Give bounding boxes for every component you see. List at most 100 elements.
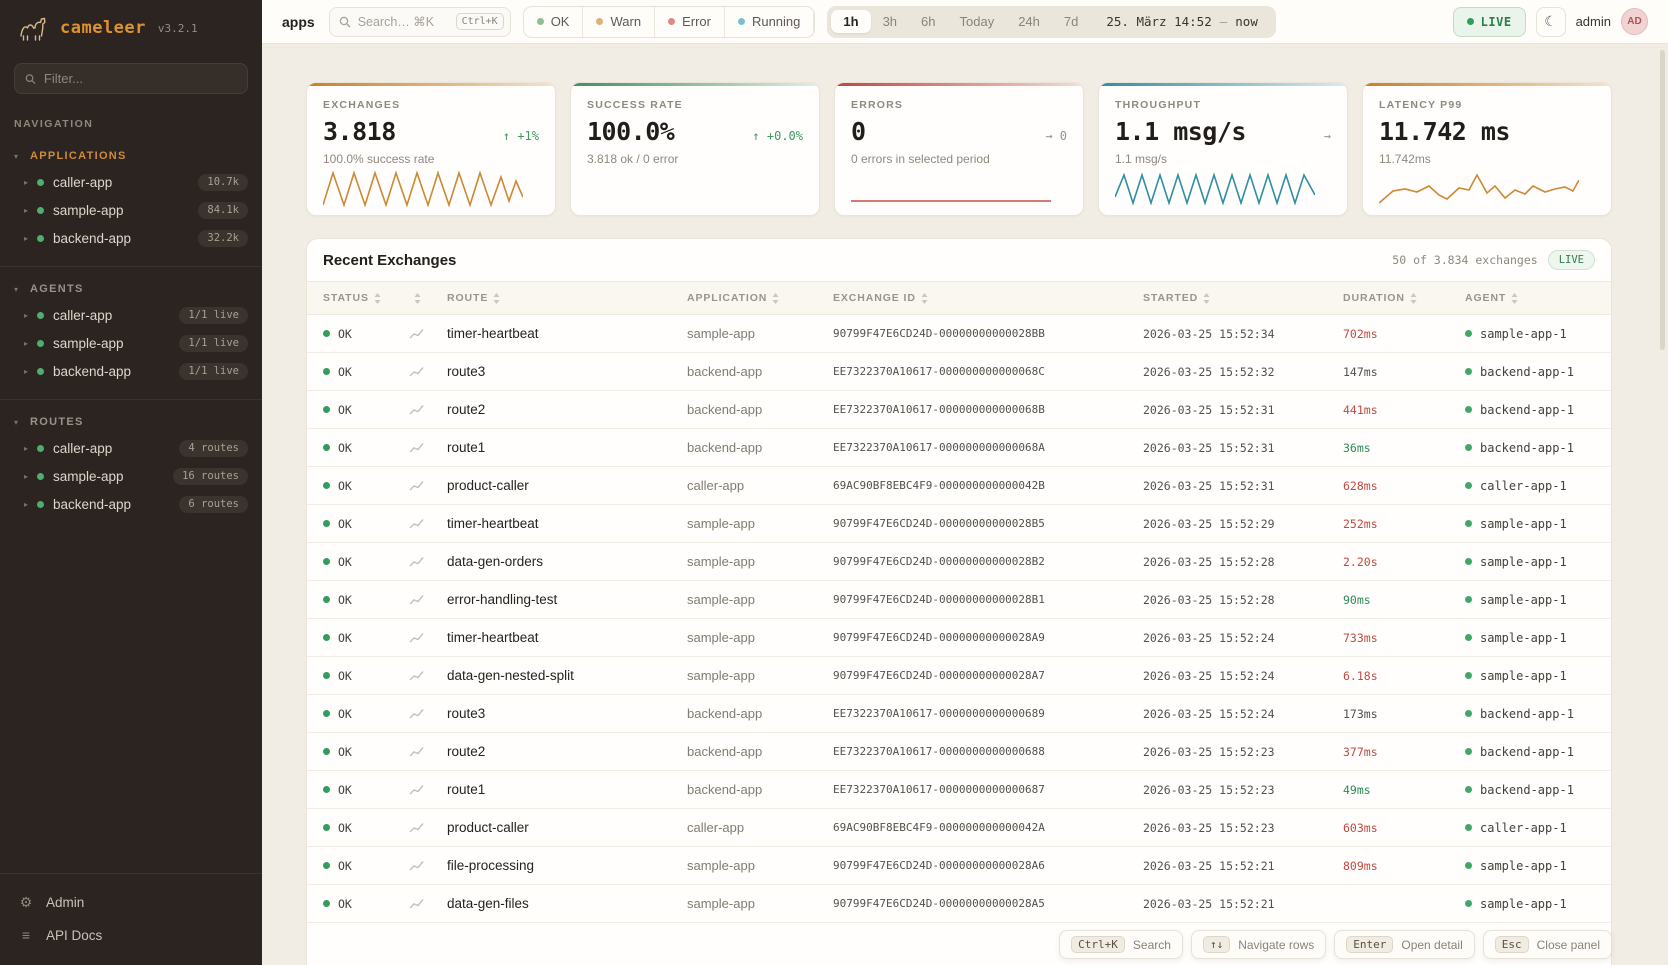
search-box[interactable]: Search… ⌘K Ctrl+K <box>328 6 511 37</box>
stat-card[interactable]: ERRORS 0 → 0 0 errors in selected period <box>834 82 1084 216</box>
nav-group-agents: ▾ AGENTS ▸ caller-app 1/1 live ▸ sample-… <box>0 267 262 385</box>
status-cell: OK <box>323 859 409 873</box>
status-filter-toggle[interactable]: Running <box>725 6 815 37</box>
table-row[interactable]: OK error-handling-test sample-app 90799F… <box>307 581 1611 619</box>
time-range-button[interactable]: 24h <box>1018 14 1040 29</box>
status-label: OK <box>338 896 352 911</box>
stat-card-label: THROUGHPUT <box>1115 99 1202 111</box>
table-row[interactable]: OK data-gen-nested-split sample-app 9079… <box>307 657 1611 695</box>
live-toggle-button[interactable]: LIVE <box>1452 6 1526 37</box>
chevron-right-icon[interactable]: ▸ <box>24 310 29 320</box>
started-cell: 2026-03-25 15:52:31 <box>1143 440 1275 455</box>
started-cell: 2026-03-25 15:52:21 <box>1143 896 1275 911</box>
table-row[interactable]: OK route1 backend-app EE7322370A10617-00… <box>307 771 1611 809</box>
stat-card-label: ERRORS <box>851 99 904 111</box>
time-to: now <box>1235 14 1258 29</box>
table-row[interactable]: OK data-gen-orders sample-app 90799F47E6… <box>307 543 1611 581</box>
route-cell: timer-heartbeat <box>447 516 539 531</box>
chevron-down-icon: ▾ <box>14 417 19 427</box>
stat-card[interactable]: EXCHANGES 3.818 ↑ +1% 100.0% success rat… <box>306 82 556 216</box>
column-header[interactable]: ROUTE <box>447 292 687 304</box>
chevron-right-icon[interactable]: ▸ <box>24 366 29 376</box>
table-row[interactable]: OK product-caller caller-app 69AC90BF8EB… <box>307 467 1611 505</box>
sidebar-item-badge: 1/1 live <box>179 334 248 352</box>
table-row[interactable]: OK route3 backend-app EE7322370A10617-00… <box>307 695 1611 733</box>
chevron-right-icon[interactable]: ▸ <box>24 443 29 453</box>
time-range-button[interactable]: 6h <box>921 14 936 29</box>
sidebar-item-agent[interactable]: ▸ caller-app 1/1 live <box>0 301 262 329</box>
time-range-button[interactable]: 3h <box>882 14 898 29</box>
section-header-routes[interactable]: ▾ ROUTES <box>0 412 262 434</box>
agent-cell: sample-app-1 <box>1465 555 1595 569</box>
sidebar-item-route-group[interactable]: ▸ sample-app 16 routes <box>0 462 262 490</box>
time-range-button[interactable]: 7d <box>1063 14 1079 29</box>
stat-card[interactable]: LATENCY P99 11.742 ms 11.742ms <box>1362 82 1612 216</box>
status-filter-toggle[interactable]: Warn <box>583 6 656 37</box>
app-title: cameleer <box>60 18 146 38</box>
agent-label: caller-app-1 <box>1480 478 1567 493</box>
agent-label: backend-app-1 <box>1480 744 1574 759</box>
sidebar-filter[interactable] <box>14 63 248 94</box>
application-cell: sample-app <box>687 630 755 645</box>
sidebar-item-route-group[interactable]: ▸ backend-app 6 routes <box>0 490 262 518</box>
sidebar-item-route-group[interactable]: ▸ caller-app 4 routes <box>0 434 262 462</box>
status-filter-toggle[interactable]: Error <box>655 6 725 37</box>
sidebar-item-application[interactable]: ▸ caller-app 10.7k <box>0 168 262 196</box>
sidebar-filter-input[interactable] <box>43 71 237 86</box>
status-label: OK <box>338 402 352 417</box>
sidebar-item-agent[interactable]: ▸ sample-app 1/1 live <box>0 329 262 357</box>
column-header[interactable]: APPLICATION <box>687 292 833 304</box>
table-row[interactable]: OK file-processing sample-app 90799F47E6… <box>307 847 1611 885</box>
column-header[interactable]: EXCHANGE ID <box>833 292 1143 304</box>
sidebar-item-application[interactable]: ▸ backend-app 32.2k <box>0 224 262 252</box>
agent-cell: backend-app-1 <box>1465 707 1595 721</box>
sidebar-item-agent[interactable]: ▸ backend-app 1/1 live <box>0 357 262 385</box>
column-header[interactable]: STATUS <box>323 292 409 304</box>
status-dot-icon <box>536 18 544 25</box>
sidebar-footer: ⚙ Admin ≡ API Docs <box>0 873 262 965</box>
trend-icon <box>409 328 447 339</box>
table-row[interactable]: OK timer-heartbeat sample-app 90799F47E6… <box>307 505 1611 543</box>
table-row[interactable]: OK route1 backend-app EE7322370A10617-00… <box>307 429 1611 467</box>
sidebar-item-badge: 1/1 live <box>179 362 248 380</box>
application-cell: sample-app <box>687 516 755 531</box>
recent-exchanges-panel: Recent Exchanges 50 of 3.834 exchanges L… <box>306 238 1612 965</box>
chevron-right-icon[interactable]: ▸ <box>24 499 29 509</box>
sidebar-footer-item[interactable]: ⚙ Admin <box>0 886 262 919</box>
chevron-right-icon[interactable]: ▸ <box>24 338 29 348</box>
table-row[interactable]: OK timer-heartbeat sample-app 90799F47E6… <box>307 315 1611 353</box>
stat-card[interactable]: THROUGHPUT 1.1 msg/s → 1.1 msg/s <box>1098 82 1348 216</box>
column-header[interactable]: STARTED <box>1143 292 1343 304</box>
column-header[interactable] <box>409 292 447 304</box>
sidebar-footer-item[interactable]: ≡ API Docs <box>0 919 262 951</box>
chevron-right-icon[interactable]: ▸ <box>24 177 29 187</box>
scrollbar[interactable] <box>1660 50 1665 350</box>
table-row[interactable]: OK data-gen-files sample-app 90799F47E6C… <box>307 885 1611 923</box>
exchange-id-cell: 90799F47E6CD24D-00000000000028B1 <box>833 593 1045 606</box>
sidebar-item-badge: 6 routes <box>179 495 248 513</box>
chevron-right-icon[interactable]: ▸ <box>24 471 29 481</box>
table-row[interactable]: OK timer-heartbeat sample-app 90799F47E6… <box>307 619 1611 657</box>
table-row[interactable]: OK route3 backend-app EE7322370A10617-00… <box>307 353 1611 391</box>
table-row[interactable]: OK product-caller caller-app 69AC90BF8EB… <box>307 809 1611 847</box>
chevron-right-icon[interactable]: ▸ <box>24 205 29 215</box>
card-accent-bar <box>307 83 555 86</box>
time-range-button[interactable]: 1h <box>831 10 871 33</box>
avatar[interactable]: AD <box>1621 8 1648 35</box>
section-header-applications[interactable]: ▾ APPLICATIONS <box>0 146 262 168</box>
agent-label: backend-app-1 <box>1480 364 1574 379</box>
theme-toggle-button[interactable]: ☾ <box>1535 6 1566 37</box>
table-row[interactable]: OK route2 backend-app EE7322370A10617-00… <box>307 391 1611 429</box>
status-filter-toggle[interactable]: OK <box>524 6 584 37</box>
stat-card-subtext: 11.742ms <box>1379 152 1431 166</box>
stat-card[interactable]: SUCCESS RATE 100.0% ↑ +0.0% 3.818 ok / 0… <box>570 82 820 216</box>
stat-card-subtext: 0 errors in selected period <box>851 152 990 166</box>
chevron-right-icon[interactable]: ▸ <box>24 233 29 243</box>
table-row[interactable]: OK route2 backend-app EE7322370A10617-00… <box>307 733 1611 771</box>
column-header[interactable]: AGENT <box>1465 292 1595 304</box>
status-cell: OK <box>323 441 409 455</box>
section-header-agents[interactable]: ▾ AGENTS <box>0 279 262 301</box>
sidebar-item-application[interactable]: ▸ sample-app 84.1k <box>0 196 262 224</box>
time-range-button[interactable]: Today <box>959 14 995 29</box>
column-header[interactable]: DURATION <box>1343 292 1465 304</box>
